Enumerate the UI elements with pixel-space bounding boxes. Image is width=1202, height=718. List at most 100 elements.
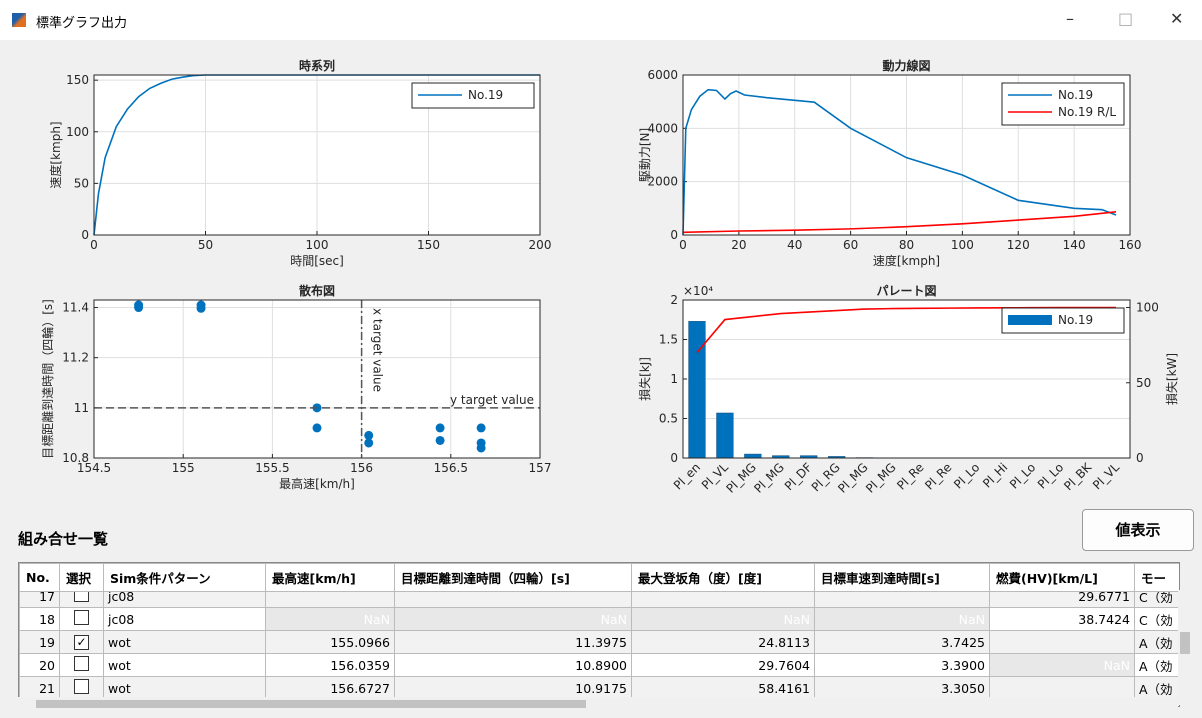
data-point [476,443,486,453]
y-tick-label: 0 [670,451,678,465]
x-tick-label: 20 [731,238,746,252]
table-cell: wot [103,630,266,654]
minimize[interactable]: – [1066,9,1074,28]
x-tick-label: Pl_MG [723,460,759,496]
x-tick-label: 150 [417,238,440,252]
y2-axis-label: 損失[kW] [1164,353,1179,405]
x-tick-label: Pl_Re [922,460,954,492]
y-tick-label: 10.8 [62,451,89,465]
select-cell [59,676,104,700]
column-header: 選択 [59,563,104,592]
table-cell: NaN [394,607,632,631]
y-tick-label: 6000 [647,68,678,82]
y-tick-label: 0.5 [659,412,678,426]
table-cell: 17 [19,592,60,608]
table-cell: NaN [631,607,815,631]
y2-tick-label: 100 [1136,301,1159,315]
legend-label: No.19 R/L [1058,105,1116,119]
table-cell: NaN [265,607,395,631]
checkbox[interactable] [74,656,89,671]
x-tick-label: Pl_Re [894,460,926,492]
bar [688,321,706,459]
x-tick-label: Pl_Lo [1035,460,1066,491]
table-cell [631,592,815,608]
checkbox[interactable] [74,679,89,694]
table-cell: wot [103,653,266,677]
x-tick-label: 160 [1119,238,1142,252]
x-tick-label: Pl_en [671,460,703,492]
x-tick-label: 50 [198,238,213,252]
x-axis-label: 時間[sec] [290,254,344,268]
x-tick-label: Pl_Lo [951,460,982,491]
x-tick-label: 155.5 [255,461,289,475]
x-tick-label: 80 [899,238,914,252]
chart-title: 動力線図 [882,58,930,73]
y-tick-label: 1 [670,372,678,386]
table-cell: jc08 [103,607,266,631]
x-tick-label: Pl_DF [782,460,815,493]
data-line [682,211,1117,234]
x-tick-label: 100 [951,238,974,252]
data-point [435,435,445,445]
legend [1001,82,1125,126]
table-cell: 10.8900 [394,653,632,677]
legend-label: No.19 [1058,313,1093,327]
checkbox[interactable] [74,610,89,625]
column-header: 最高速[km/h] [265,563,395,592]
y-tick-label: 0 [81,228,89,242]
show-values-button[interactable]: 値表示 [1082,509,1194,551]
x-tick-label: Pl_Lo [1007,460,1038,491]
y2-tick-label: 0 [1136,451,1144,465]
select-cell [59,592,104,608]
table-cell: A（効 [1134,676,1179,700]
horizontal-scrollbar[interactable] [18,697,1178,711]
x-tick-label: 120 [1007,238,1030,252]
table-row[interactable]: 18 jc08 NaN NaN NaN NaN 38.7424 C（効 [19,607,1179,631]
column-header: モー [1134,563,1179,592]
axes-box [93,74,541,236]
data-point [134,303,144,313]
combination-table: No. 選択 Sim条件パターン 最高速[km/h] 目標距離到達時間（四輪）[s] 最大… [18,562,1180,707]
axes-box [682,299,1131,459]
table-row[interactable]: 17 jc08 29.6771 C（効 [19,592,1179,608]
column-header: 燃費(HV)[km/L] [989,563,1135,592]
checkbox[interactable] [74,592,89,602]
y-multiplier: ×10⁴ [683,284,713,298]
list-title: 組み合せ一覧 [18,530,109,548]
select-cell [59,653,104,677]
y-tick-label: 2000 [647,175,678,189]
legend-label: No.19 [1058,88,1093,102]
data-point [435,423,445,433]
maximize[interactable]: □ [1118,9,1134,28]
table-cell: A（効 [1134,630,1179,654]
checkbox[interactable]: ✓ [74,635,89,650]
axes-box [93,299,541,459]
x-tick-label: 156.5 [434,461,468,475]
bar [744,453,762,459]
axes-box [682,74,1131,236]
table-cell: C（効 [1134,592,1179,608]
y-tick-label: 100 [66,125,89,139]
x-tick-label: Pl_Hi [980,460,1010,490]
x-tick-label: 0 [90,238,98,252]
chart-title: パレート図 [876,284,936,298]
vertical-scrollbar[interactable] [1178,590,1192,705]
table-row[interactable]: 20 wot 156.0359 10.8900 29.7604 3.3900 NaN A（効 [19,653,1179,677]
window-title: 標準グラフ出力 [36,16,128,31]
table-row[interactable]: 19 ✓ wot 155.0966 11.3975 24.8113 3.7425 A（効 [19,630,1179,654]
close[interactable]: ✕ [1170,9,1184,28]
x-axis-label: 速度[kmph] [873,253,940,268]
y-tick-label: 4000 [647,121,678,135]
table-cell [394,592,632,608]
y-axis-label: 損失[kJ] [637,357,652,401]
x-tick-label: 60 [843,238,858,252]
y-tick-label: 150 [66,73,89,87]
plot-area [94,300,540,458]
table-cell: 24.8113 [631,630,815,654]
x-tick-label: Pl_MG [835,460,871,496]
y-tick-label: 2 [670,293,678,307]
table-cell: 19 [19,630,60,654]
table-cell: 3.3900 [814,653,990,677]
table-cell: 20 [19,653,60,677]
